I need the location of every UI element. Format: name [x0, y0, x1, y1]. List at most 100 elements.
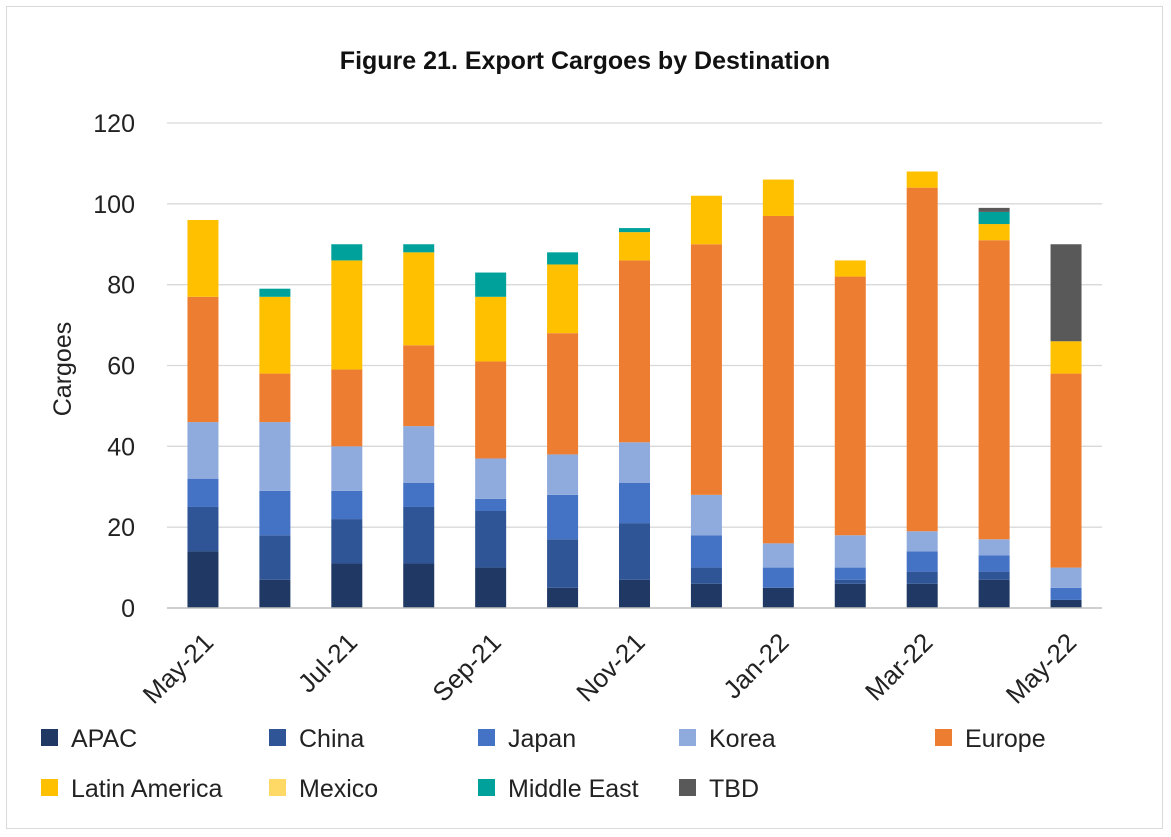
bar-segment — [690, 567, 722, 584]
bar-segment — [259, 490, 291, 536]
legend-swatch — [41, 729, 58, 746]
bar-segment — [331, 260, 363, 370]
bar-segment — [619, 228, 650, 233]
bar-segment — [475, 511, 507, 568]
x-tick-label: Mar-22 — [859, 627, 938, 706]
bar-segment — [762, 179, 794, 216]
x-tick-label: Jul-21 — [292, 627, 363, 698]
chart-frame: Figure 21. Export Cargoes by Destination… — [6, 6, 1163, 829]
bar-segment — [762, 587, 794, 608]
y-axis-label: Cargoes — [49, 322, 77, 417]
bar-segment — [834, 535, 866, 568]
bar-segment — [619, 579, 650, 608]
legend-swatch — [478, 779, 495, 796]
bar-segment — [978, 555, 1010, 572]
legend-label: Mexico — [299, 775, 378, 803]
bar-segment — [403, 506, 435, 564]
bar-segment — [1050, 341, 1082, 374]
bar-segment — [906, 571, 938, 584]
bar-segment — [690, 583, 722, 608]
bar-segment — [259, 535, 291, 580]
bar-segment — [690, 244, 722, 495]
bar-segment — [619, 482, 650, 524]
bar-segment — [331, 490, 363, 520]
bar-segment — [978, 579, 1010, 608]
bar-segment — [834, 567, 866, 580]
bar-segment — [1050, 244, 1082, 342]
bar-segment — [619, 260, 650, 443]
y-tick-label: 0 — [121, 595, 135, 623]
bar-segment — [978, 211, 1010, 225]
x-tick-label: May-22 — [1000, 627, 1083, 710]
bar-segment — [906, 171, 938, 188]
bar-segment — [978, 240, 1010, 540]
bars — [187, 171, 1082, 608]
y-tick-label: 100 — [93, 191, 135, 219]
x-tick-label: Sep-21 — [426, 627, 506, 707]
bar-segment — [690, 535, 722, 568]
bar-segment — [547, 264, 579, 334]
x-tick-label: May-21 — [137, 627, 220, 710]
bar-segment — [475, 498, 507, 511]
y-axis-ticks: 0 20 40 60 80 100 120 — [93, 110, 135, 623]
bar-segment — [259, 422, 291, 491]
bar-segment — [403, 426, 435, 483]
legend-label: Korea — [709, 725, 776, 753]
bar-segment — [619, 442, 650, 483]
bar-segment — [187, 478, 219, 507]
bar-segment — [403, 563, 435, 608]
bar-segment — [187, 220, 219, 297]
legend-label: Japan — [508, 725, 576, 753]
x-tick-label: Jan-22 — [717, 627, 794, 704]
bar-segment — [1050, 373, 1082, 568]
bar-segment — [475, 272, 507, 297]
legend-swatch — [269, 779, 286, 796]
y-tick-label: 60 — [107, 353, 135, 381]
bar-segment — [1050, 567, 1082, 588]
bar-segment — [259, 579, 291, 608]
legend-label: APAC — [71, 725, 137, 753]
x-tick-label: Nov-21 — [570, 627, 650, 707]
legend-label: Latin America — [71, 775, 223, 803]
bar-segment — [762, 543, 794, 568]
bar-segment — [187, 296, 219, 423]
x-axis-ticks: May-21 Jul-21 Sep-21 Nov-21 Jan-22 Mar-22 May-… — [137, 627, 1083, 710]
bar-segment — [762, 215, 794, 544]
bar-segment — [403, 244, 435, 253]
bar-segment — [331, 519, 363, 564]
bar-segment — [619, 523, 650, 580]
bar-segment — [331, 563, 363, 608]
bar-segment — [403, 252, 435, 346]
legend-swatch — [679, 729, 696, 746]
bar-segment — [331, 446, 363, 491]
bar-segment — [1050, 599, 1082, 608]
bar-segment — [475, 296, 507, 362]
bar-segment — [906, 531, 938, 552]
bar-segment — [762, 567, 794, 588]
bar-segment — [978, 539, 1010, 556]
legend-swatch — [935, 729, 952, 746]
bar-segment — [259, 373, 291, 423]
y-tick-label: 20 — [107, 514, 135, 542]
bar-segment — [259, 296, 291, 374]
legend: APAC China Japan Korea Europe Latin America Me… — [41, 725, 1046, 803]
bar-segment — [187, 422, 219, 479]
bar-segment — [906, 551, 938, 572]
bar-segment — [475, 361, 507, 459]
bar-segment — [619, 232, 650, 261]
legend-label: China — [299, 725, 364, 753]
legend-label: Europe — [965, 725, 1046, 753]
legend-swatch — [41, 779, 58, 796]
bar-segment — [1050, 587, 1082, 600]
y-tick-label: 80 — [107, 272, 135, 300]
bar-segment — [547, 587, 579, 608]
bar-segment — [259, 288, 291, 297]
stacked-bar-chart: Figure 21. Export Cargoes by Destination… — [41, 47, 1102, 803]
bar-segment — [475, 458, 507, 499]
bar-segment — [547, 539, 579, 588]
bar-segment — [978, 207, 1010, 212]
legend-label: Middle East — [508, 775, 639, 803]
bar-segment — [187, 506, 219, 552]
bar-segment — [331, 244, 363, 261]
y-tick-label: 40 — [107, 433, 135, 461]
